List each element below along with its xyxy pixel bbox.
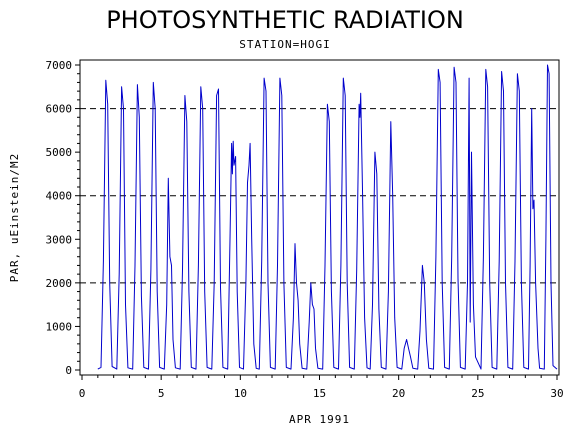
y-tick-label: 7000 [46, 59, 73, 72]
chart-title: PHOTOSYNTHETIC RADIATION [106, 6, 464, 34]
x-axis-label: APR 1991 [289, 413, 350, 426]
x-tick-label: 15 [313, 387, 326, 400]
series-line [97, 64, 558, 370]
y-tick-label: 4000 [46, 190, 73, 203]
y-tick-label: 5000 [46, 146, 73, 159]
y-axis-label: PAR, uEinstein/M2 [8, 153, 21, 283]
y-tick-label: 0 [65, 364, 72, 377]
x-tick-label: 30 [550, 387, 563, 400]
x-tick-label: 25 [471, 387, 484, 400]
y-tick-label: 1000 [46, 320, 73, 333]
y-axis: 0 1000 2000 3000 4000 5000 6000 7000 [46, 59, 80, 377]
y-tick-label: 6000 [46, 103, 73, 116]
x-tick-label: 5 [158, 387, 165, 400]
x-tick-label: 10 [234, 387, 247, 400]
y-tick-label: 3000 [46, 233, 73, 246]
x-axis: 0 5 10 15 20 25 30 [79, 375, 564, 400]
y-tick-label: 2000 [46, 277, 73, 290]
chart-subtitle: STATION=HOGI [239, 38, 330, 51]
x-tick-label: 20 [392, 387, 405, 400]
plot-area [97, 64, 558, 370]
x-tick-label: 0 [79, 387, 86, 400]
